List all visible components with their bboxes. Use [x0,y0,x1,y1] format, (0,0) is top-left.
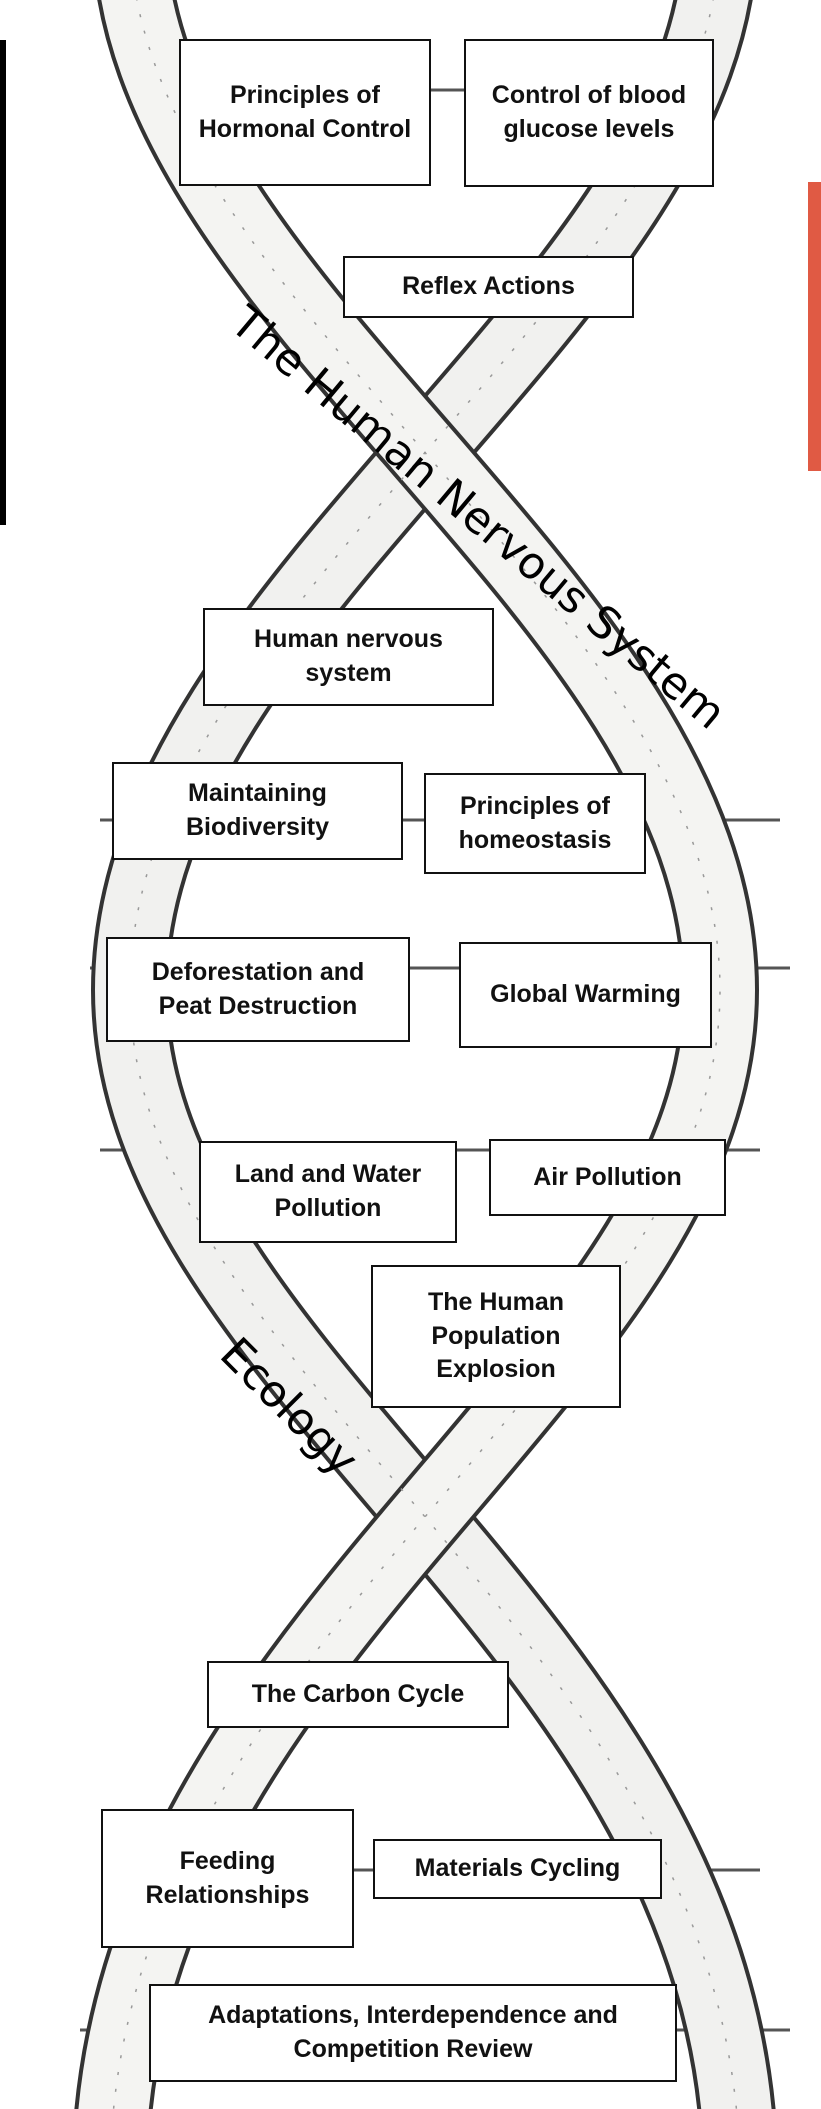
topic-box: Global Warming [459,942,712,1048]
topic-box: Principles of Hormonal Control [179,39,431,186]
page: The Human Nervous System Ecology Princip… [0,0,821,2109]
topic-box: The Carbon Cycle [207,1661,509,1728]
topic-box: Control of blood glucose levels [464,39,714,187]
topic-box: Principles of homeostasis [424,773,646,874]
topic-box: Materials Cycling [373,1839,662,1899]
topic-box: Feeding Relationships [101,1809,354,1948]
topic-box: Maintaining Biodiversity [112,762,403,860]
topic-box: Reflex Actions [343,256,634,318]
right-bar [808,182,821,471]
topic-box: Air Pollution [489,1139,726,1216]
topic-box: Human nervous system [203,608,494,706]
topic-box: Deforestation and Peat Destruction [106,937,410,1042]
topic-box: The Human Population Explosion [371,1265,621,1408]
topic-box: Land and Water Pollution [199,1141,457,1243]
left-bar [0,40,6,525]
topic-box: Adaptations, Interdependence and Competi… [149,1984,677,2082]
